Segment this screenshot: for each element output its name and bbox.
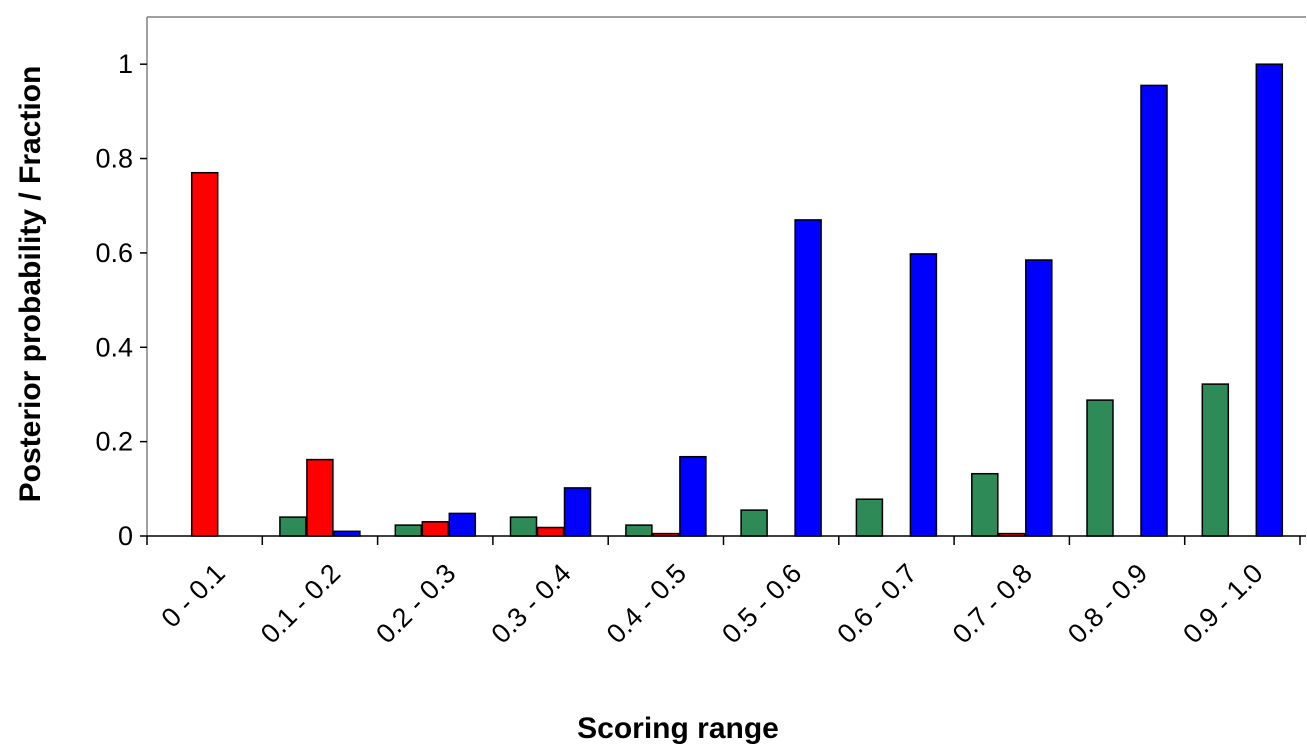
x-tick-label: 0.4 - 0.5 — [601, 558, 692, 649]
bar-s2-5 — [794, 219, 822, 537]
bars-group — [190, 63, 1284, 537]
bar-s2-7 — [1025, 259, 1053, 537]
bar-s0-2 — [394, 524, 423, 537]
bar-s1-0 — [190, 171, 219, 537]
x-ticks-group: 0 - 0.1 0.1 - 0.2 0.2 - 0.3 0.3 - 0.4 0.4 - … — [146, 536, 1301, 649]
y-tick-label: 1 — [118, 49, 133, 79]
axes-group — [146, 16, 1306, 537]
x-tick-label: 0.5 - 0.6 — [716, 558, 807, 649]
bar-s1-2 — [421, 521, 450, 537]
y-tick-label: 0.4 — [95, 332, 133, 362]
bar-s0-9 — [1201, 383, 1230, 537]
bar-s2-8 — [1140, 84, 1168, 537]
bar-s1-1 — [306, 458, 334, 537]
bar-s0-4 — [625, 524, 653, 537]
y-axis-title: Posterior probability / Fraction — [14, 66, 47, 503]
bar-s2-2 — [448, 512, 477, 537]
bar-s1-3 — [536, 526, 565, 537]
x-axis-title: Scoring range — [577, 712, 779, 745]
bar-s2-9 — [1255, 63, 1284, 537]
bar-s0-8 — [1086, 399, 1114, 537]
bar-s0-7 — [971, 472, 999, 537]
x-tick-label: 0.1 - 0.2 — [255, 558, 346, 649]
y-tick-label: 0 — [118, 521, 133, 551]
bar-s2-6 — [909, 253, 938, 537]
x-tick-label: 0.9 - 1.0 — [1177, 558, 1268, 649]
bar-s2-3 — [563, 487, 592, 537]
bar-s2-4 — [679, 455, 707, 537]
x-tick-label: 0.6 - 0.7 — [831, 558, 922, 649]
x-tick-label: 0.8 - 0.9 — [1062, 558, 1153, 649]
y-tick-label: 0.6 — [95, 238, 133, 268]
x-tick-label: 0.2 - 0.3 — [370, 558, 461, 649]
bar-s0-5 — [740, 509, 768, 537]
y-tick-label: 0.8 — [95, 144, 133, 174]
x-tick-label: 0 - 0.1 — [156, 558, 231, 633]
bar-s0-6 — [855, 498, 884, 537]
x-tick-label: 0.7 - 0.8 — [947, 558, 1038, 649]
bar-s0-1 — [279, 516, 307, 537]
bar-s0-3 — [509, 516, 538, 537]
y-tick-label: 0.2 — [95, 427, 133, 457]
x-tick-label: 0.3 - 0.4 — [486, 558, 577, 649]
y-ticks-group: 0 0.2 0.4 0.6 0.8 1 — [95, 49, 147, 551]
